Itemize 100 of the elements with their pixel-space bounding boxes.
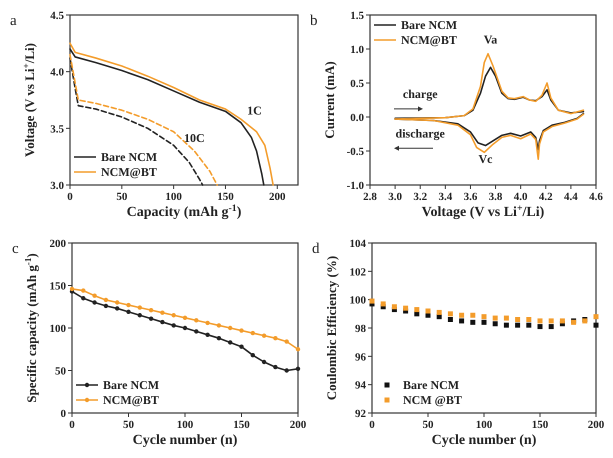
legend-label: Bare NCM [101, 150, 158, 164]
y-tick-label: 92 [355, 408, 366, 420]
point [492, 316, 498, 321]
point [182, 326, 188, 330]
text: c [12, 241, 19, 257]
point [470, 320, 476, 325]
point [160, 310, 165, 315]
y-tick-label: 50 [55, 366, 66, 378]
y-tick-label: 102 [350, 266, 366, 278]
point [262, 333, 266, 338]
x-tick-label: 150 [532, 419, 549, 431]
y-tick-label: 100 [350, 294, 366, 307]
y-tick-label: 150 [50, 280, 66, 292]
point [459, 312, 464, 318]
point [504, 322, 509, 328]
x-axis-title: Capacity (mAh g$^{-1}$) [126, 202, 242, 220]
point [216, 323, 222, 328]
point [284, 368, 289, 373]
point [216, 336, 222, 340]
y-tick-label: 1.0 [350, 44, 364, 56]
y-tick-label: 3.0 [50, 180, 64, 192]
annotation: Va [484, 32, 498, 47]
point [172, 323, 176, 328]
point [172, 313, 176, 318]
point [594, 314, 598, 320]
point [70, 286, 74, 292]
point [526, 322, 532, 328]
point [228, 340, 232, 345]
point [594, 322, 598, 328]
x-tick-label: 3.4 [438, 191, 453, 203]
point [194, 318, 198, 323]
legend-label: NCM@BT [103, 393, 159, 407]
point [538, 324, 542, 330]
y-tick-label: -0.5 [346, 146, 364, 158]
x-tick-label: 100 [176, 419, 194, 431]
legend-label: NCM@BT [401, 33, 457, 47]
point [538, 318, 542, 324]
point [515, 317, 520, 322]
legend-label: Bare NCM [103, 378, 160, 392]
point [426, 308, 430, 314]
text: b [310, 13, 318, 29]
point [138, 305, 142, 310]
x-tick-label: 4.0 [514, 191, 528, 203]
text: a [10, 13, 17, 29]
annotation: charge [402, 86, 438, 101]
x-tick-label: 3.8 [488, 191, 503, 203]
x-tick-label: 4.4 [564, 191, 578, 203]
point [414, 307, 420, 312]
text: d [312, 241, 320, 257]
point [138, 313, 142, 318]
x-tick-label: 100 [476, 419, 493, 431]
point [273, 364, 278, 370]
point [482, 314, 486, 320]
point [515, 322, 520, 328]
annotation: 1C [247, 104, 262, 118]
point [148, 308, 154, 312]
point [448, 311, 453, 316]
y-tick-label: 94 [355, 380, 366, 392]
point [548, 324, 554, 330]
point [228, 326, 232, 330]
annotation: discharge [396, 126, 446, 140]
x-tick-label: 3.2 [413, 191, 428, 203]
x-tick-label: 4.6 [589, 191, 604, 203]
point [504, 316, 509, 321]
point [392, 304, 397, 310]
point [284, 339, 289, 344]
x-tick-label: 3.0 [388, 191, 402, 203]
y-tick-label: 98 [355, 323, 366, 335]
x-tick-label: 3.6 [464, 191, 478, 203]
point [104, 304, 108, 308]
point [81, 288, 86, 293]
point [548, 318, 554, 324]
point [239, 328, 244, 333]
point [403, 306, 408, 311]
y-tick-label: 0.5 [350, 78, 364, 90]
legend-label: NCM@BT [101, 165, 157, 179]
x-tick-label: 100 [165, 191, 182, 203]
point [126, 310, 131, 314]
y-tick-label: 104 [350, 238, 366, 250]
point [148, 316, 154, 321]
point [482, 320, 486, 325]
x-tick-label: 150 [217, 191, 234, 203]
point [194, 329, 198, 334]
point [126, 302, 131, 308]
y-tick-label: 3.5 [50, 123, 64, 136]
point [296, 347, 300, 352]
point [296, 366, 300, 371]
point [470, 312, 476, 318]
point [115, 300, 120, 305]
x-tick-label: 50 [116, 191, 128, 203]
point [160, 320, 165, 324]
point [370, 298, 374, 304]
x-tick-label: 0 [369, 419, 376, 431]
y-tick-label: 0 [60, 408, 66, 420]
x-tick-label: 200 [588, 419, 605, 431]
x-tick-label: 200 [269, 191, 286, 203]
x-tick-label: 2.8 [363, 191, 378, 203]
y-tick-label: 0.0 [350, 112, 364, 124]
x-tick-label: 50 [422, 419, 434, 431]
legend-label: NCM @BT [403, 393, 462, 407]
